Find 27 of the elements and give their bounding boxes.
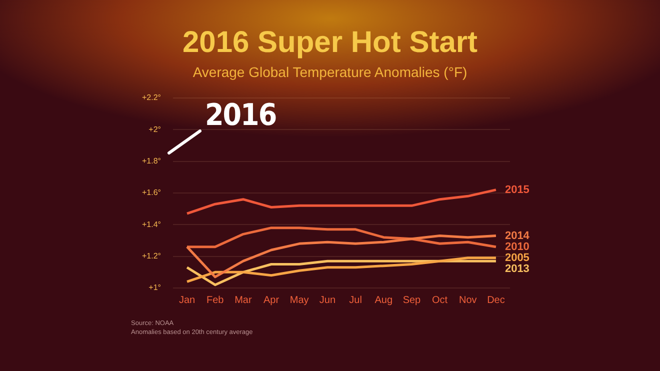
series-label: 2013 [504, 262, 530, 275]
y-tick-label: +2° [148, 124, 161, 134]
y-tick-label: +1.4° [142, 220, 161, 229]
x-tick-label: Oct [432, 294, 448, 306]
x-tick-label: Nov [458, 294, 477, 306]
y-tick-label: +1° [148, 283, 161, 292]
x-tick-label: Aug [374, 294, 393, 306]
x-tick-label: Mar [234, 294, 252, 306]
x-tick-label: Dec [487, 294, 505, 306]
series-label: 2015 [504, 184, 530, 196]
x-tick-label: Jun [319, 294, 336, 306]
chart-title: 2016 Super Hot Start [181, 26, 479, 60]
y-tick-label: +2.2° [142, 93, 161, 102]
annotation: 2016 [205, 98, 276, 133]
x-tick-label: Jul [349, 294, 362, 306]
y-tick-label: +1.2° [142, 252, 161, 261]
x-tick-label: Apr [264, 294, 280, 306]
x-tick-label: May [290, 294, 309, 306]
y-tick-label: +1.8° [142, 156, 161, 166]
chart-subtitle: Average Global Temperature Anomalies (°F) [192, 64, 468, 80]
x-tick-label: Sep [402, 294, 422, 306]
x-tick-label: Feb [206, 294, 224, 306]
series-label: 2010 [504, 240, 530, 253]
series-label: 2005 [504, 252, 530, 264]
x-tick-label: Jan [178, 294, 196, 306]
series-label: 2014 [504, 230, 530, 242]
y-tick-label: +1.6° [142, 188, 161, 198]
